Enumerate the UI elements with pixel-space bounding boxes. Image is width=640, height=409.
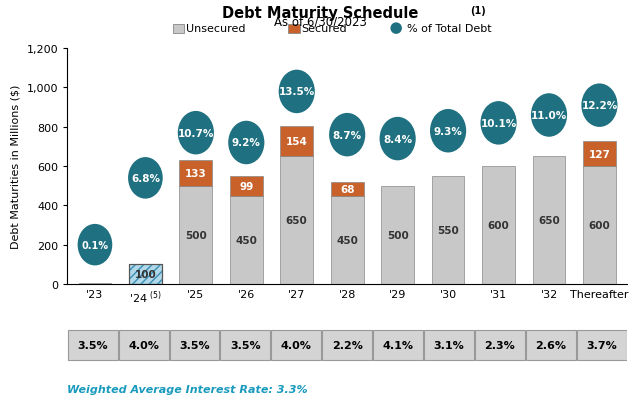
Text: 4.0%: 4.0% (281, 340, 312, 350)
Text: Debt Maturity Schedule: Debt Maturity Schedule (222, 6, 418, 21)
Text: 6.8%: 6.8% (131, 173, 160, 183)
Ellipse shape (479, 101, 518, 146)
Text: 127: 127 (589, 149, 611, 159)
Text: Secured: Secured (301, 24, 347, 34)
Text: 500: 500 (185, 230, 207, 240)
Ellipse shape (429, 109, 467, 154)
Text: 3.5%: 3.5% (77, 340, 108, 350)
Text: 100: 100 (134, 270, 156, 279)
Text: Unsecured: Unsecured (186, 24, 246, 34)
Bar (129, 265, 162, 284)
Bar (532, 157, 565, 284)
Text: 12.2%: 12.2% (581, 101, 618, 111)
Text: 3.1%: 3.1% (434, 340, 465, 350)
Text: 450: 450 (236, 235, 257, 245)
FancyBboxPatch shape (323, 330, 372, 360)
Ellipse shape (379, 117, 417, 162)
Y-axis label: Debt Maturities in Millions ($): Debt Maturities in Millions ($) (11, 85, 21, 249)
Text: 9.3%: 9.3% (434, 126, 463, 136)
FancyBboxPatch shape (118, 330, 168, 360)
Text: 2.2%: 2.2% (332, 340, 363, 350)
Bar (129, 265, 162, 284)
Bar (331, 196, 364, 284)
FancyBboxPatch shape (475, 330, 525, 360)
Text: (1): (1) (470, 6, 486, 16)
Bar (230, 177, 262, 196)
Ellipse shape (127, 157, 164, 200)
Bar (432, 176, 465, 284)
Ellipse shape (77, 223, 113, 267)
Text: 2.3%: 2.3% (484, 340, 515, 350)
Text: 3.7%: 3.7% (586, 340, 617, 350)
Text: 0.1%: 0.1% (81, 240, 108, 250)
Text: 99: 99 (239, 181, 253, 191)
Text: 13.5%: 13.5% (278, 87, 315, 97)
Bar (179, 160, 212, 186)
Text: As of 6/30/2023: As of 6/30/2023 (273, 16, 367, 29)
Text: 600: 600 (589, 220, 611, 230)
Text: 450: 450 (336, 235, 358, 245)
Text: 550: 550 (437, 225, 459, 235)
Bar (482, 167, 515, 284)
Text: 650: 650 (538, 216, 560, 225)
Text: 8.7%: 8.7% (333, 130, 362, 140)
Ellipse shape (580, 83, 618, 128)
FancyBboxPatch shape (526, 330, 576, 360)
Text: 10.1%: 10.1% (481, 119, 516, 128)
Text: 4.1%: 4.1% (383, 340, 413, 350)
Bar (381, 186, 414, 284)
Text: 600: 600 (488, 220, 509, 230)
FancyBboxPatch shape (170, 330, 220, 360)
Text: 10.7%: 10.7% (178, 128, 214, 138)
Text: 2.6%: 2.6% (535, 340, 566, 350)
Text: 9.2%: 9.2% (232, 138, 260, 148)
Text: 11.0%: 11.0% (531, 111, 567, 121)
Bar (129, 265, 162, 284)
Text: 3.5%: 3.5% (179, 340, 210, 350)
Ellipse shape (530, 93, 568, 138)
Ellipse shape (278, 70, 316, 115)
Text: 8.4%: 8.4% (383, 134, 412, 144)
Bar (230, 196, 262, 284)
Text: 68: 68 (340, 184, 355, 194)
Ellipse shape (328, 113, 366, 158)
Text: 650: 650 (286, 216, 308, 225)
Ellipse shape (227, 121, 265, 166)
FancyBboxPatch shape (577, 330, 627, 360)
Ellipse shape (177, 111, 215, 156)
Bar (583, 142, 616, 167)
Bar (179, 186, 212, 284)
FancyBboxPatch shape (68, 330, 118, 360)
Bar (280, 157, 313, 284)
Text: 133: 133 (185, 168, 207, 178)
Text: % of Total Debt: % of Total Debt (407, 24, 492, 34)
FancyBboxPatch shape (271, 330, 321, 360)
Bar (331, 183, 364, 196)
Text: 3.5%: 3.5% (230, 340, 260, 350)
Bar (79, 283, 111, 284)
FancyBboxPatch shape (424, 330, 474, 360)
FancyBboxPatch shape (373, 330, 423, 360)
Bar (583, 167, 616, 284)
Text: 154: 154 (286, 137, 308, 147)
Circle shape (391, 24, 401, 34)
Text: 4.0%: 4.0% (128, 340, 159, 350)
Bar (280, 127, 313, 157)
Text: Weighted Average Interest Rate: 3.3%: Weighted Average Interest Rate: 3.3% (67, 384, 308, 393)
FancyBboxPatch shape (220, 330, 270, 360)
Text: 500: 500 (387, 230, 408, 240)
